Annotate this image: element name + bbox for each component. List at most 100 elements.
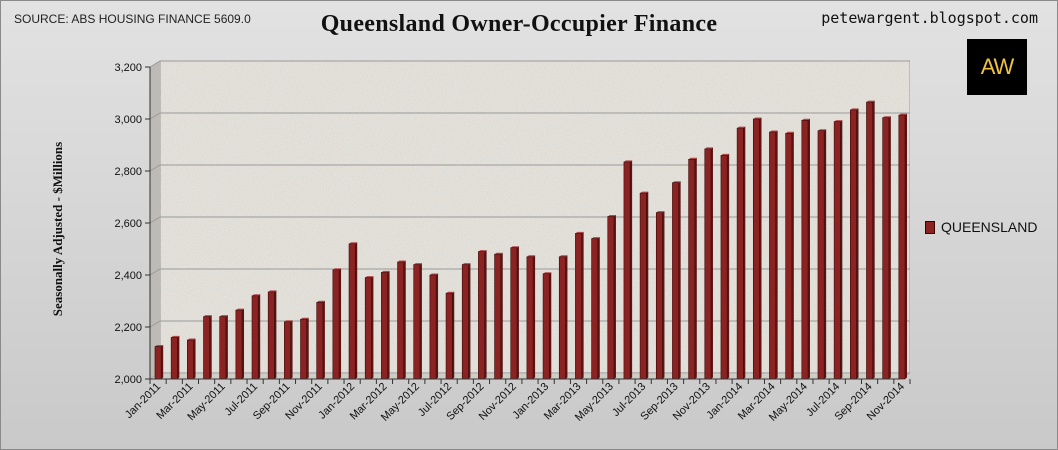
bar-side: [193, 338, 196, 379]
bar: [526, 255, 536, 380]
bar-top: [704, 147, 713, 149]
bar: [882, 116, 891, 380]
bar: [300, 317, 309, 380]
bar: [235, 308, 245, 380]
bar-front: [801, 120, 809, 380]
bar-side: [468, 263, 471, 379]
bar-top: [688, 157, 697, 160]
bar-top: [235, 308, 245, 311]
bar-side: [290, 320, 293, 379]
bar: [413, 263, 422, 380]
bar-front: [429, 274, 437, 380]
bar: [558, 255, 568, 380]
bar-front: [866, 101, 873, 380]
bar-top: [607, 215, 616, 217]
y-tick-label: 2,800: [114, 166, 142, 178]
bar: [397, 260, 406, 380]
bar-side: [597, 237, 600, 379]
bar-side: [339, 268, 342, 379]
bar-top: [381, 270, 390, 273]
bar-side: [452, 291, 455, 379]
bar-top: [785, 131, 794, 134]
bar: [672, 181, 681, 380]
bar-top: [397, 260, 406, 262]
bar-top: [801, 118, 810, 121]
y-tick-label: 3,000: [114, 114, 142, 126]
bar: [364, 276, 374, 380]
bar-top: [446, 291, 455, 294]
bar: [170, 335, 180, 380]
y-tick-labels: 2,000 2,200 2,400 2,600 2,800 3,000 3,200: [114, 62, 142, 386]
bar-front: [364, 277, 372, 380]
bar-front: [704, 148, 712, 380]
bar: [219, 315, 228, 380]
bar-front: [672, 182, 679, 380]
axes: [145, 66, 911, 384]
bar-front: [332, 269, 340, 380]
bar-top: [429, 273, 439, 275]
bar-side: [743, 126, 746, 379]
bar-side: [387, 270, 390, 379]
site-url: petewargent.blogspot.com: [821, 9, 1038, 27]
bar: [284, 320, 293, 380]
bar: [720, 153, 730, 380]
y-tick-label: 2,000: [114, 374, 142, 386]
bar: [494, 252, 503, 380]
bar-top: [575, 231, 584, 234]
bar-front: [833, 121, 841, 380]
bar-side: [694, 157, 697, 379]
aw-logo: AW: [967, 39, 1027, 95]
bar-side: [662, 211, 665, 379]
bar-front: [445, 292, 453, 380]
bar-front: [187, 339, 194, 380]
bar-front: [478, 251, 485, 380]
bar-top: [365, 276, 374, 278]
bar-front: [542, 273, 550, 380]
bar-top: [850, 108, 859, 110]
y-tick-label: 2,200: [114, 322, 142, 334]
bar-front: [267, 291, 275, 380]
bar-top: [656, 211, 665, 213]
bar: [478, 250, 487, 380]
bar-side: [646, 191, 649, 379]
bar-side: [500, 252, 503, 379]
bar: [817, 129, 827, 380]
bar: [898, 113, 908, 380]
gridline: [149, 60, 910, 68]
y-tick-label: 2,400: [114, 270, 142, 282]
bar-front: [575, 233, 582, 380]
bar: [866, 100, 875, 380]
bar-top: [866, 100, 875, 103]
bar-front: [461, 264, 469, 380]
bar-top: [720, 153, 730, 156]
bar-front: [639, 192, 647, 380]
chart-title: Queensland Owner-Occupier Finance: [0, 11, 1058, 38]
bar: [381, 270, 390, 380]
bar-front: [316, 301, 324, 380]
bar-front: [526, 256, 534, 380]
bar: [655, 211, 665, 380]
bar-front: [284, 321, 291, 380]
bar: [348, 242, 358, 380]
bar-front: [591, 238, 599, 380]
bar-top: [154, 345, 164, 347]
bar-side: [727, 153, 730, 379]
bar-top: [494, 252, 503, 255]
bar-top: [268, 290, 277, 292]
bar-front: [381, 272, 388, 380]
bar-side: [791, 131, 794, 379]
bar-front: [655, 212, 663, 380]
bar-side: [274, 290, 277, 379]
bar-side: [888, 116, 891, 379]
bar-side: [371, 276, 374, 379]
bar-front: [785, 133, 793, 380]
bar-front: [688, 159, 696, 380]
bar-side: [905, 113, 908, 379]
gridline: [149, 112, 910, 120]
x-tick-labels: Jan-2011Mar-2011May-2011Jul-2011Sep-2011…: [123, 381, 907, 424]
bar-top: [623, 160, 633, 162]
bar-top: [543, 272, 552, 274]
bar-front: [736, 127, 744, 380]
bar-front: [219, 316, 227, 380]
